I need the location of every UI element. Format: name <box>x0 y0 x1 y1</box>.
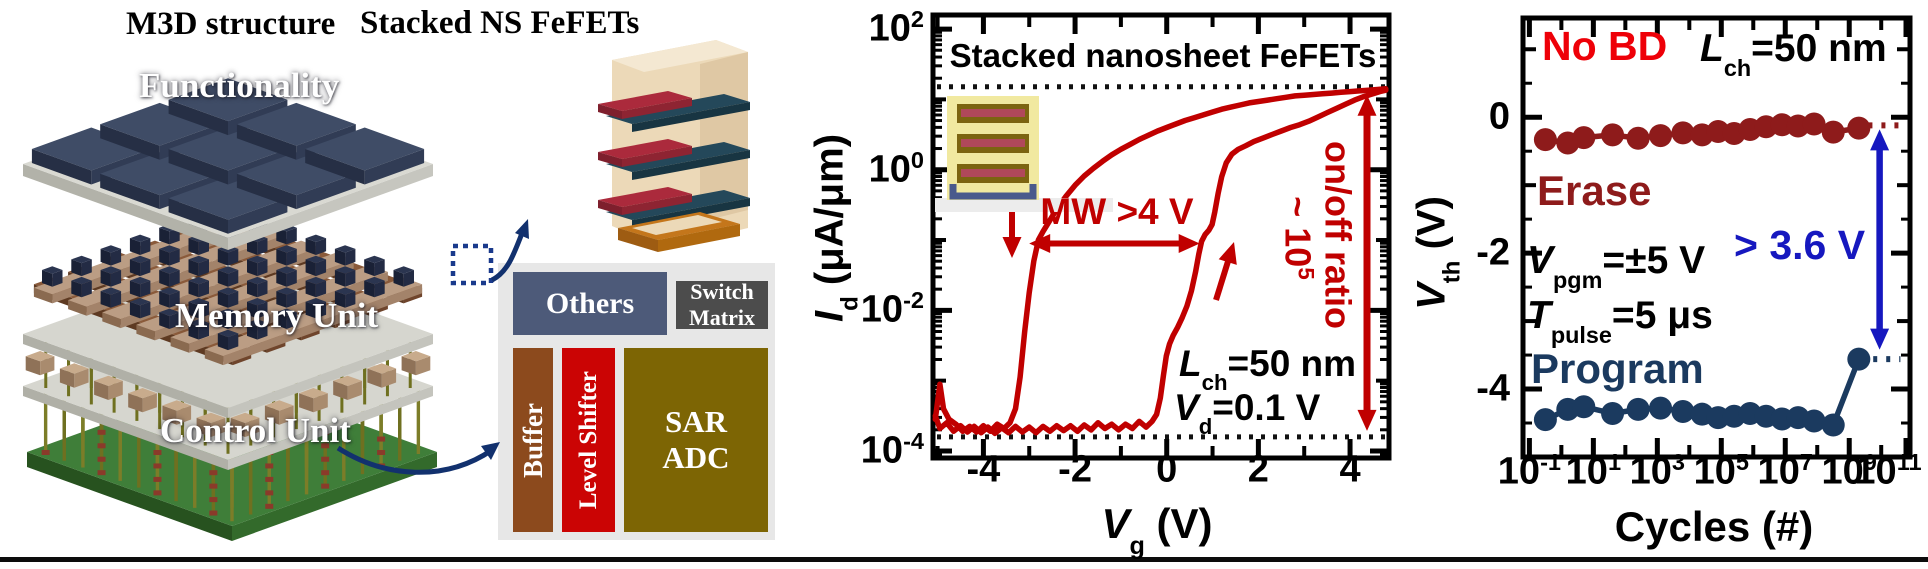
m3d-title: M3D structure <box>126 6 336 42</box>
block-sar-adc: SAR ADC <box>624 348 768 532</box>
tick-label: 0 <box>1156 448 1178 491</box>
tick-label: 10-4 <box>860 427 924 472</box>
functionality-label: Functionality <box>139 66 340 105</box>
transfer-annotations <box>1002 94 1377 431</box>
transfer-chart-graphics <box>930 12 1392 461</box>
tick-label: 4 <box>1339 448 1361 491</box>
no-bd-label: No BD <box>1542 23 1668 69</box>
tick-label: 10-2 <box>860 287 924 331</box>
block-level-shifter: Level Shifter <box>562 348 615 532</box>
block-switch-matrix: Switch Matrix <box>676 279 768 330</box>
memory-window-value-label: > 3.6 V <box>1734 222 1866 268</box>
tick-label: -4 <box>966 448 1001 491</box>
transfer-x-axis-label: Vg (V) <box>1101 500 1213 560</box>
bottom-electrode-bracket <box>618 212 740 252</box>
memory-window-label: MW >4 V <box>1040 191 1194 232</box>
transfer-plot-frame <box>930 12 1392 461</box>
endurance-x-axis-label: Cycles (#) <box>1614 503 1814 550</box>
onoff-reference-lines <box>937 84 1385 440</box>
vpgm-label: Vpgm=±5 V <box>1527 239 1706 293</box>
transfer-curves <box>932 86 1389 437</box>
transfer-chart-title: Stacked nanosheet FeFETs <box>949 37 1377 74</box>
tick-label: -4 <box>1476 367 1510 410</box>
program-series <box>1533 347 1871 437</box>
endurance-lch-label: Lch=50 nm <box>1700 27 1887 81</box>
tick-label: -2 <box>1476 231 1510 274</box>
transfer-lch-label: Lch=50 nm <box>1179 343 1357 396</box>
erase-series-label: Erase <box>1537 167 1652 214</box>
endurance-plot-frame <box>1520 15 1913 460</box>
tick-label: 0 <box>1488 95 1510 138</box>
figure-bottom-rule <box>0 557 1928 562</box>
stacked-ns-fefet-art <box>598 40 750 252</box>
m3d-structure-art <box>23 78 437 541</box>
tick-label: -2 <box>1058 448 1092 491</box>
ns-stack-title: Stacked NS FeFETs <box>360 5 640 41</box>
transfer-y-axis-label: Id (μA/μm) <box>807 133 864 323</box>
functionality-layer <box>23 78 433 250</box>
tpulse-label: Tpulse=5 μs <box>1527 294 1713 348</box>
window-reference-segments <box>1868 122 1905 363</box>
tick-label: 10-1 <box>1497 448 1561 493</box>
transfer-chart-inset <box>935 96 1113 212</box>
endurance-chart-graphics <box>1520 15 1913 460</box>
block-switch-matrix-label: Switch Matrix <box>689 279 755 330</box>
memory-unit-label: Memory Unit <box>175 296 379 335</box>
zoom-region-dotted-box <box>450 243 494 286</box>
block-buffer: Buffer <box>513 348 553 532</box>
nanosheet-levels <box>598 91 750 228</box>
tick-label: 102 <box>868 5 924 50</box>
endurance-y-axis-label: Vth (V) <box>1409 196 1466 310</box>
interconnect-posts <box>42 202 414 351</box>
tick-label: 1011 <box>1854 448 1922 493</box>
tick-label: 107 <box>1757 448 1813 493</box>
control-unit-label: Control Unit <box>160 411 351 450</box>
tick-label: 109 <box>1821 448 1877 493</box>
window-arrow <box>1870 129 1890 350</box>
tick-label: 105 <box>1693 448 1749 493</box>
block-sar-adc-label: SAR ADC <box>662 404 730 475</box>
program-series-label: Program <box>1531 345 1704 392</box>
onoff-value-label: ~ 105 <box>1277 196 1319 280</box>
erase-series <box>1533 112 1871 155</box>
block-others: Others <box>513 272 667 335</box>
callout-arrow-to-diagram <box>336 442 500 475</box>
endurance-ticks <box>1525 20 1909 455</box>
callout-arrow-to-stack <box>490 219 529 283</box>
tick-label: 101 <box>1565 448 1622 493</box>
block-others-label: Others <box>545 286 635 320</box>
transfer-vd-label: Vd=0.1 V <box>1174 387 1321 440</box>
tick-label: 2 <box>1247 448 1269 491</box>
onoff-ratio-label: on/off ratio <box>1317 141 1359 329</box>
tick-label: 100 <box>868 146 924 191</box>
tick-label: 103 <box>1629 448 1686 493</box>
